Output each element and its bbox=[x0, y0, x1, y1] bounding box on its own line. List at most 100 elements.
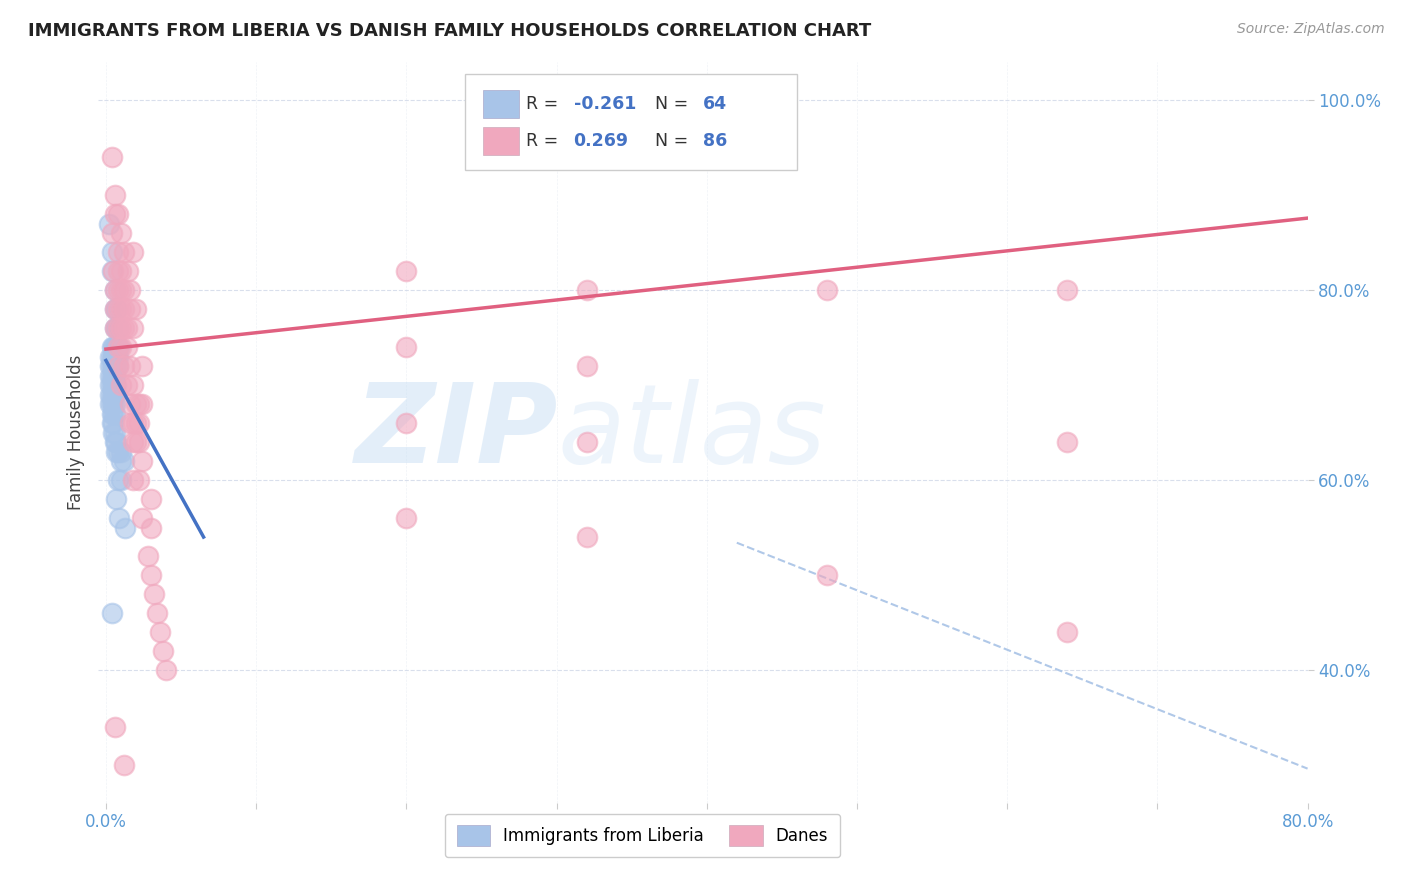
Point bbox=[118, 397, 141, 411]
Point bbox=[128, 435, 150, 450]
Point bbox=[122, 378, 145, 392]
Point bbox=[1056, 283, 1078, 297]
Bar bbox=[482, 127, 519, 155]
Point bbox=[131, 359, 153, 374]
Point bbox=[122, 473, 145, 487]
Point bbox=[115, 321, 138, 335]
Point bbox=[103, 368, 125, 383]
Point bbox=[105, 444, 128, 458]
Point bbox=[101, 340, 124, 354]
Point bbox=[105, 435, 128, 450]
Text: R =: R = bbox=[526, 132, 564, 150]
Point bbox=[110, 264, 132, 278]
Text: IMMIGRANTS FROM LIBERIA VS DANISH FAMILY HOUSEHOLDS CORRELATION CHART: IMMIGRANTS FROM LIBERIA VS DANISH FAMILY… bbox=[28, 22, 872, 40]
Point bbox=[104, 368, 127, 383]
Point bbox=[128, 397, 150, 411]
Text: atlas: atlas bbox=[558, 379, 827, 486]
Bar bbox=[482, 90, 519, 118]
Point bbox=[112, 245, 135, 260]
Point bbox=[97, 217, 120, 231]
Point bbox=[110, 444, 132, 458]
Legend: Immigrants from Liberia, Danes: Immigrants from Liberia, Danes bbox=[446, 814, 839, 857]
Point bbox=[118, 359, 141, 374]
Point bbox=[136, 549, 159, 563]
Point bbox=[110, 227, 132, 241]
Point bbox=[101, 264, 124, 278]
Point bbox=[107, 340, 129, 354]
Point bbox=[104, 387, 127, 401]
Point bbox=[131, 454, 153, 468]
Point bbox=[107, 444, 129, 458]
Point bbox=[104, 340, 127, 354]
Point bbox=[139, 491, 162, 506]
Point bbox=[112, 359, 135, 374]
Point bbox=[815, 283, 838, 297]
Point bbox=[110, 378, 132, 392]
Point bbox=[107, 321, 129, 335]
Point bbox=[146, 606, 169, 620]
Point bbox=[104, 425, 127, 440]
Point bbox=[101, 227, 124, 241]
Point bbox=[104, 397, 127, 411]
Point bbox=[112, 757, 135, 772]
FancyBboxPatch shape bbox=[465, 73, 797, 169]
Point bbox=[107, 302, 129, 317]
Point bbox=[103, 407, 125, 421]
Point bbox=[105, 350, 128, 364]
Point bbox=[101, 350, 124, 364]
Point bbox=[100, 368, 122, 383]
Point bbox=[110, 454, 132, 468]
Point bbox=[112, 454, 135, 468]
Point bbox=[104, 720, 127, 734]
Point bbox=[105, 491, 128, 506]
Point bbox=[101, 378, 124, 392]
Point bbox=[107, 473, 129, 487]
Point bbox=[100, 378, 122, 392]
Point bbox=[107, 245, 129, 260]
Point bbox=[103, 397, 125, 411]
Point bbox=[103, 387, 125, 401]
Point bbox=[107, 350, 129, 364]
Point bbox=[149, 624, 172, 639]
Point bbox=[107, 359, 129, 374]
Point bbox=[125, 397, 148, 411]
Point bbox=[110, 340, 132, 354]
Point bbox=[107, 321, 129, 335]
Text: 64: 64 bbox=[703, 95, 727, 113]
Point bbox=[101, 150, 124, 164]
Point bbox=[103, 359, 125, 374]
Point bbox=[575, 530, 598, 544]
Point bbox=[100, 350, 122, 364]
Point bbox=[114, 520, 136, 534]
Point bbox=[104, 207, 127, 221]
Point bbox=[103, 350, 125, 364]
Point bbox=[107, 283, 129, 297]
Point bbox=[118, 416, 141, 430]
Point bbox=[105, 359, 128, 374]
Point bbox=[100, 397, 122, 411]
Point bbox=[104, 359, 127, 374]
Point bbox=[112, 302, 135, 317]
Point bbox=[100, 387, 122, 401]
Point bbox=[122, 321, 145, 335]
Point bbox=[1056, 624, 1078, 639]
Point bbox=[101, 359, 124, 374]
Point bbox=[103, 425, 125, 440]
Y-axis label: Family Households: Family Households bbox=[66, 355, 84, 510]
Point bbox=[128, 473, 150, 487]
Text: R =: R = bbox=[526, 95, 564, 113]
Point bbox=[125, 416, 148, 430]
Point bbox=[104, 283, 127, 297]
Point bbox=[103, 264, 125, 278]
Point bbox=[115, 378, 138, 392]
Point bbox=[101, 606, 124, 620]
Point bbox=[125, 435, 148, 450]
Point bbox=[103, 340, 125, 354]
Point bbox=[395, 264, 418, 278]
Point bbox=[112, 321, 135, 335]
Point bbox=[104, 283, 127, 297]
Text: N =: N = bbox=[655, 95, 693, 113]
Point bbox=[575, 435, 598, 450]
Point bbox=[104, 407, 127, 421]
Point bbox=[104, 350, 127, 364]
